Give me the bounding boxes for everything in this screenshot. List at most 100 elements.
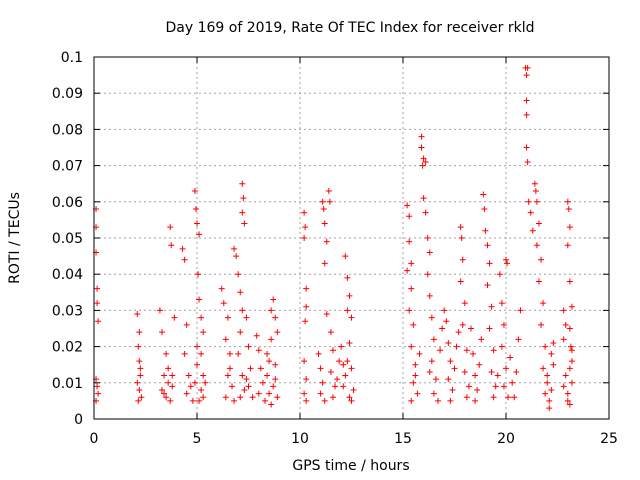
y-tick-label: 0.03	[52, 303, 83, 319]
data-point	[420, 195, 427, 202]
data-point	[564, 242, 571, 249]
data-point	[163, 394, 170, 401]
data-point	[136, 358, 143, 365]
data-point	[266, 358, 273, 365]
data-point	[334, 376, 341, 383]
data-point	[435, 397, 442, 404]
data-point	[348, 397, 355, 404]
data-point	[231, 245, 238, 252]
data-point	[418, 133, 425, 140]
data-point	[94, 285, 101, 292]
x-tick-label: 15	[394, 431, 412, 447]
data-point	[461, 368, 468, 375]
data-point	[317, 390, 324, 397]
data-point	[500, 383, 507, 390]
data-point	[523, 144, 530, 151]
data-point	[268, 307, 275, 314]
data-point	[346, 339, 353, 346]
data-point	[239, 372, 246, 379]
data-point	[453, 343, 460, 350]
data-point	[474, 387, 481, 394]
data-point	[565, 206, 572, 213]
data-point	[548, 387, 555, 394]
data-point	[198, 387, 205, 394]
data-point	[200, 329, 207, 336]
data-point	[424, 271, 431, 278]
data-point	[168, 242, 175, 249]
data-point	[416, 350, 423, 357]
data-point	[445, 339, 452, 346]
data-point	[136, 329, 143, 336]
data-point	[404, 267, 411, 274]
data-point	[529, 227, 536, 234]
data-point	[566, 224, 573, 231]
data-point	[183, 321, 190, 328]
data-point	[344, 274, 351, 281]
data-point	[261, 397, 268, 404]
data-point	[315, 350, 322, 357]
data-point	[222, 394, 229, 401]
x-axis-label: GPS time / hours	[292, 458, 409, 474]
data-point	[560, 383, 567, 390]
data-point	[459, 256, 466, 263]
data-point	[538, 256, 545, 263]
data-point	[253, 332, 260, 339]
data-point	[332, 383, 339, 390]
data-point	[226, 365, 233, 372]
data-point	[408, 397, 415, 404]
data-point	[134, 311, 141, 318]
data-point	[134, 379, 141, 386]
data-point	[163, 350, 170, 357]
data-point	[198, 314, 205, 321]
data-point	[406, 213, 413, 220]
data-point	[301, 235, 308, 241]
data-point	[259, 379, 266, 386]
data-point	[272, 376, 279, 383]
data-point	[200, 394, 207, 401]
data-point	[408, 260, 415, 267]
data-point	[457, 224, 464, 231]
x-tick-label: 5	[193, 431, 202, 447]
y-tick-label: 0	[74, 412, 83, 428]
data-point	[430, 390, 437, 397]
data-point	[517, 307, 524, 314]
data-point	[329, 347, 336, 354]
data-point	[189, 397, 196, 404]
data-point	[196, 397, 203, 404]
data-point	[194, 220, 200, 227]
data-point	[229, 383, 236, 390]
data-point	[560, 307, 567, 314]
data-point	[496, 271, 503, 278]
data-point	[161, 372, 168, 379]
data-point	[220, 300, 227, 307]
data-point	[344, 358, 351, 365]
data-point	[486, 325, 493, 332]
data-point	[237, 289, 244, 296]
data-point	[478, 336, 485, 343]
data-point	[95, 318, 102, 325]
data-point	[192, 206, 199, 213]
data-point	[480, 191, 487, 198]
data-point	[426, 292, 433, 299]
data-point	[481, 206, 488, 213]
x-tick-label: 25	[600, 431, 618, 447]
data-point	[348, 365, 355, 372]
data-point	[515, 336, 522, 343]
data-point	[527, 209, 534, 216]
data-point	[470, 350, 477, 357]
data-point	[270, 296, 277, 303]
data-point	[196, 231, 203, 238]
data-point	[191, 187, 198, 194]
data-point	[255, 347, 262, 354]
data-point	[268, 336, 275, 343]
data-point	[137, 372, 144, 379]
data-point	[169, 372, 176, 379]
data-point	[459, 321, 466, 328]
data-point	[194, 343, 200, 350]
data-point	[482, 227, 489, 234]
data-point	[550, 339, 557, 346]
data-point	[567, 343, 574, 350]
data-point	[406, 307, 413, 314]
y-tick-label: 0.07	[52, 159, 83, 175]
